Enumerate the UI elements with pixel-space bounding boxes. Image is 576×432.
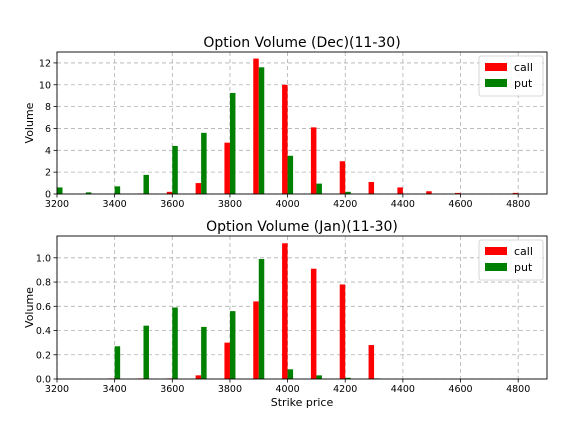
bar-put (258, 259, 265, 379)
bar-call (224, 142, 230, 194)
x-tick-label: 4600 (448, 384, 472, 395)
chart-1: 3200 3400 3600 3800 4000 4200 4400 4600 4800 0 2 4 6… (23, 35, 548, 210)
bar-call (195, 375, 202, 379)
x-tick-label: 4000 (275, 199, 299, 210)
bar-put (229, 311, 236, 379)
y-axis-label: Volume (23, 102, 36, 143)
x-tick-label: 4400 (391, 199, 415, 210)
bar-put (287, 155, 294, 194)
bar-put (201, 326, 207, 379)
y-tick-label: 8 (45, 102, 51, 113)
x-tick-label: 3800 (218, 199, 242, 210)
legend: call put (478, 239, 544, 281)
bar-put (201, 132, 207, 194)
x-tick-label: 3600 (160, 199, 184, 210)
y-tick-label: 0.4 (36, 326, 51, 337)
x-tick-label: 4400 (391, 384, 415, 395)
legend-box (478, 55, 544, 97)
x-tick-label: 4600 (448, 199, 472, 210)
legend-swatch-call (485, 247, 507, 255)
plot-frame (56, 51, 548, 195)
chart-title: Option Volume (Dec)(11-30) (203, 35, 400, 51)
bar-put (114, 186, 121, 194)
y-tick-label: 0.8 (36, 278, 51, 289)
bar-put (143, 325, 149, 379)
bar-call (368, 345, 375, 379)
legend-label-call: call (514, 245, 533, 258)
x-tick-label: 4200 (333, 384, 357, 395)
y-tick-label: 0.0 (36, 375, 51, 386)
y-tick-label: 10 (39, 80, 51, 91)
bar-put (172, 307, 178, 379)
x-tick-label: 4000 (275, 384, 299, 395)
bar-call (224, 342, 230, 379)
plot-frame (56, 235, 548, 380)
bar-call (368, 181, 375, 194)
legend-label-put: put (514, 261, 533, 274)
y-tick-label: 0.2 (36, 350, 51, 361)
bar-call (282, 84, 288, 194)
bar-put (172, 145, 178, 194)
bar-put (114, 346, 121, 379)
x-tick-label: 3400 (103, 199, 127, 210)
bar-call (426, 191, 432, 194)
bar-put (57, 187, 63, 194)
chart-title: Option Volume (Jan)(11-30) (206, 219, 398, 235)
y-axis-label: Volume (23, 287, 36, 328)
bar-call (455, 192, 461, 194)
y-tick-label: 1.0 (36, 253, 51, 264)
bar-call (339, 284, 346, 379)
bar-call (166, 191, 173, 194)
bar-call (310, 127, 317, 194)
bar-call (339, 161, 346, 194)
bar-put (85, 192, 92, 194)
y-tick-label: 6 (45, 124, 51, 135)
bar-call (397, 187, 403, 194)
x-tick-label: 3800 (218, 384, 242, 395)
y-tick-label: 0.6 (36, 302, 51, 313)
legend: call put (478, 55, 544, 97)
legend-swatch-call (485, 63, 507, 71)
bar-put (345, 377, 351, 379)
bar-call (282, 243, 288, 379)
x-tick-label: 3400 (103, 384, 127, 395)
bar-put (316, 375, 322, 379)
chart-2: 3200 3400 3600 3800 4000 4200 4400 4600 4800 0.0 0… (23, 219, 548, 409)
bar-put (316, 183, 322, 194)
x-tick-label: 3600 (160, 384, 184, 395)
y-tick-label: 2 (45, 168, 51, 179)
bar-call (512, 192, 519, 194)
y-tick-label: 12 (39, 58, 51, 69)
bar-call (195, 183, 202, 194)
bar-put (229, 92, 236, 194)
bar-put (258, 67, 265, 194)
legend-box (478, 239, 544, 281)
bar-put (345, 191, 351, 194)
x-tick-label: 3200 (45, 199, 69, 210)
bar-call (253, 301, 259, 379)
bar-put (143, 174, 149, 194)
bar-call (310, 268, 317, 379)
x-tick-label: 4800 (506, 199, 530, 210)
y-tick-label: 4 (45, 146, 51, 157)
legend-swatch-put (485, 79, 507, 87)
legend-label-call: call (514, 61, 533, 74)
legend-label-put: put (514, 77, 533, 90)
legend-swatch-put (485, 263, 507, 271)
x-tick-label: 4200 (333, 199, 357, 210)
bar-call (253, 58, 259, 194)
x-tick-label: 3200 (45, 384, 69, 395)
bar-put (287, 369, 294, 379)
y-tick-label: 0 (45, 190, 51, 201)
x-tick-label: 4800 (506, 384, 530, 395)
x-axis-label: Strike price (271, 396, 334, 409)
